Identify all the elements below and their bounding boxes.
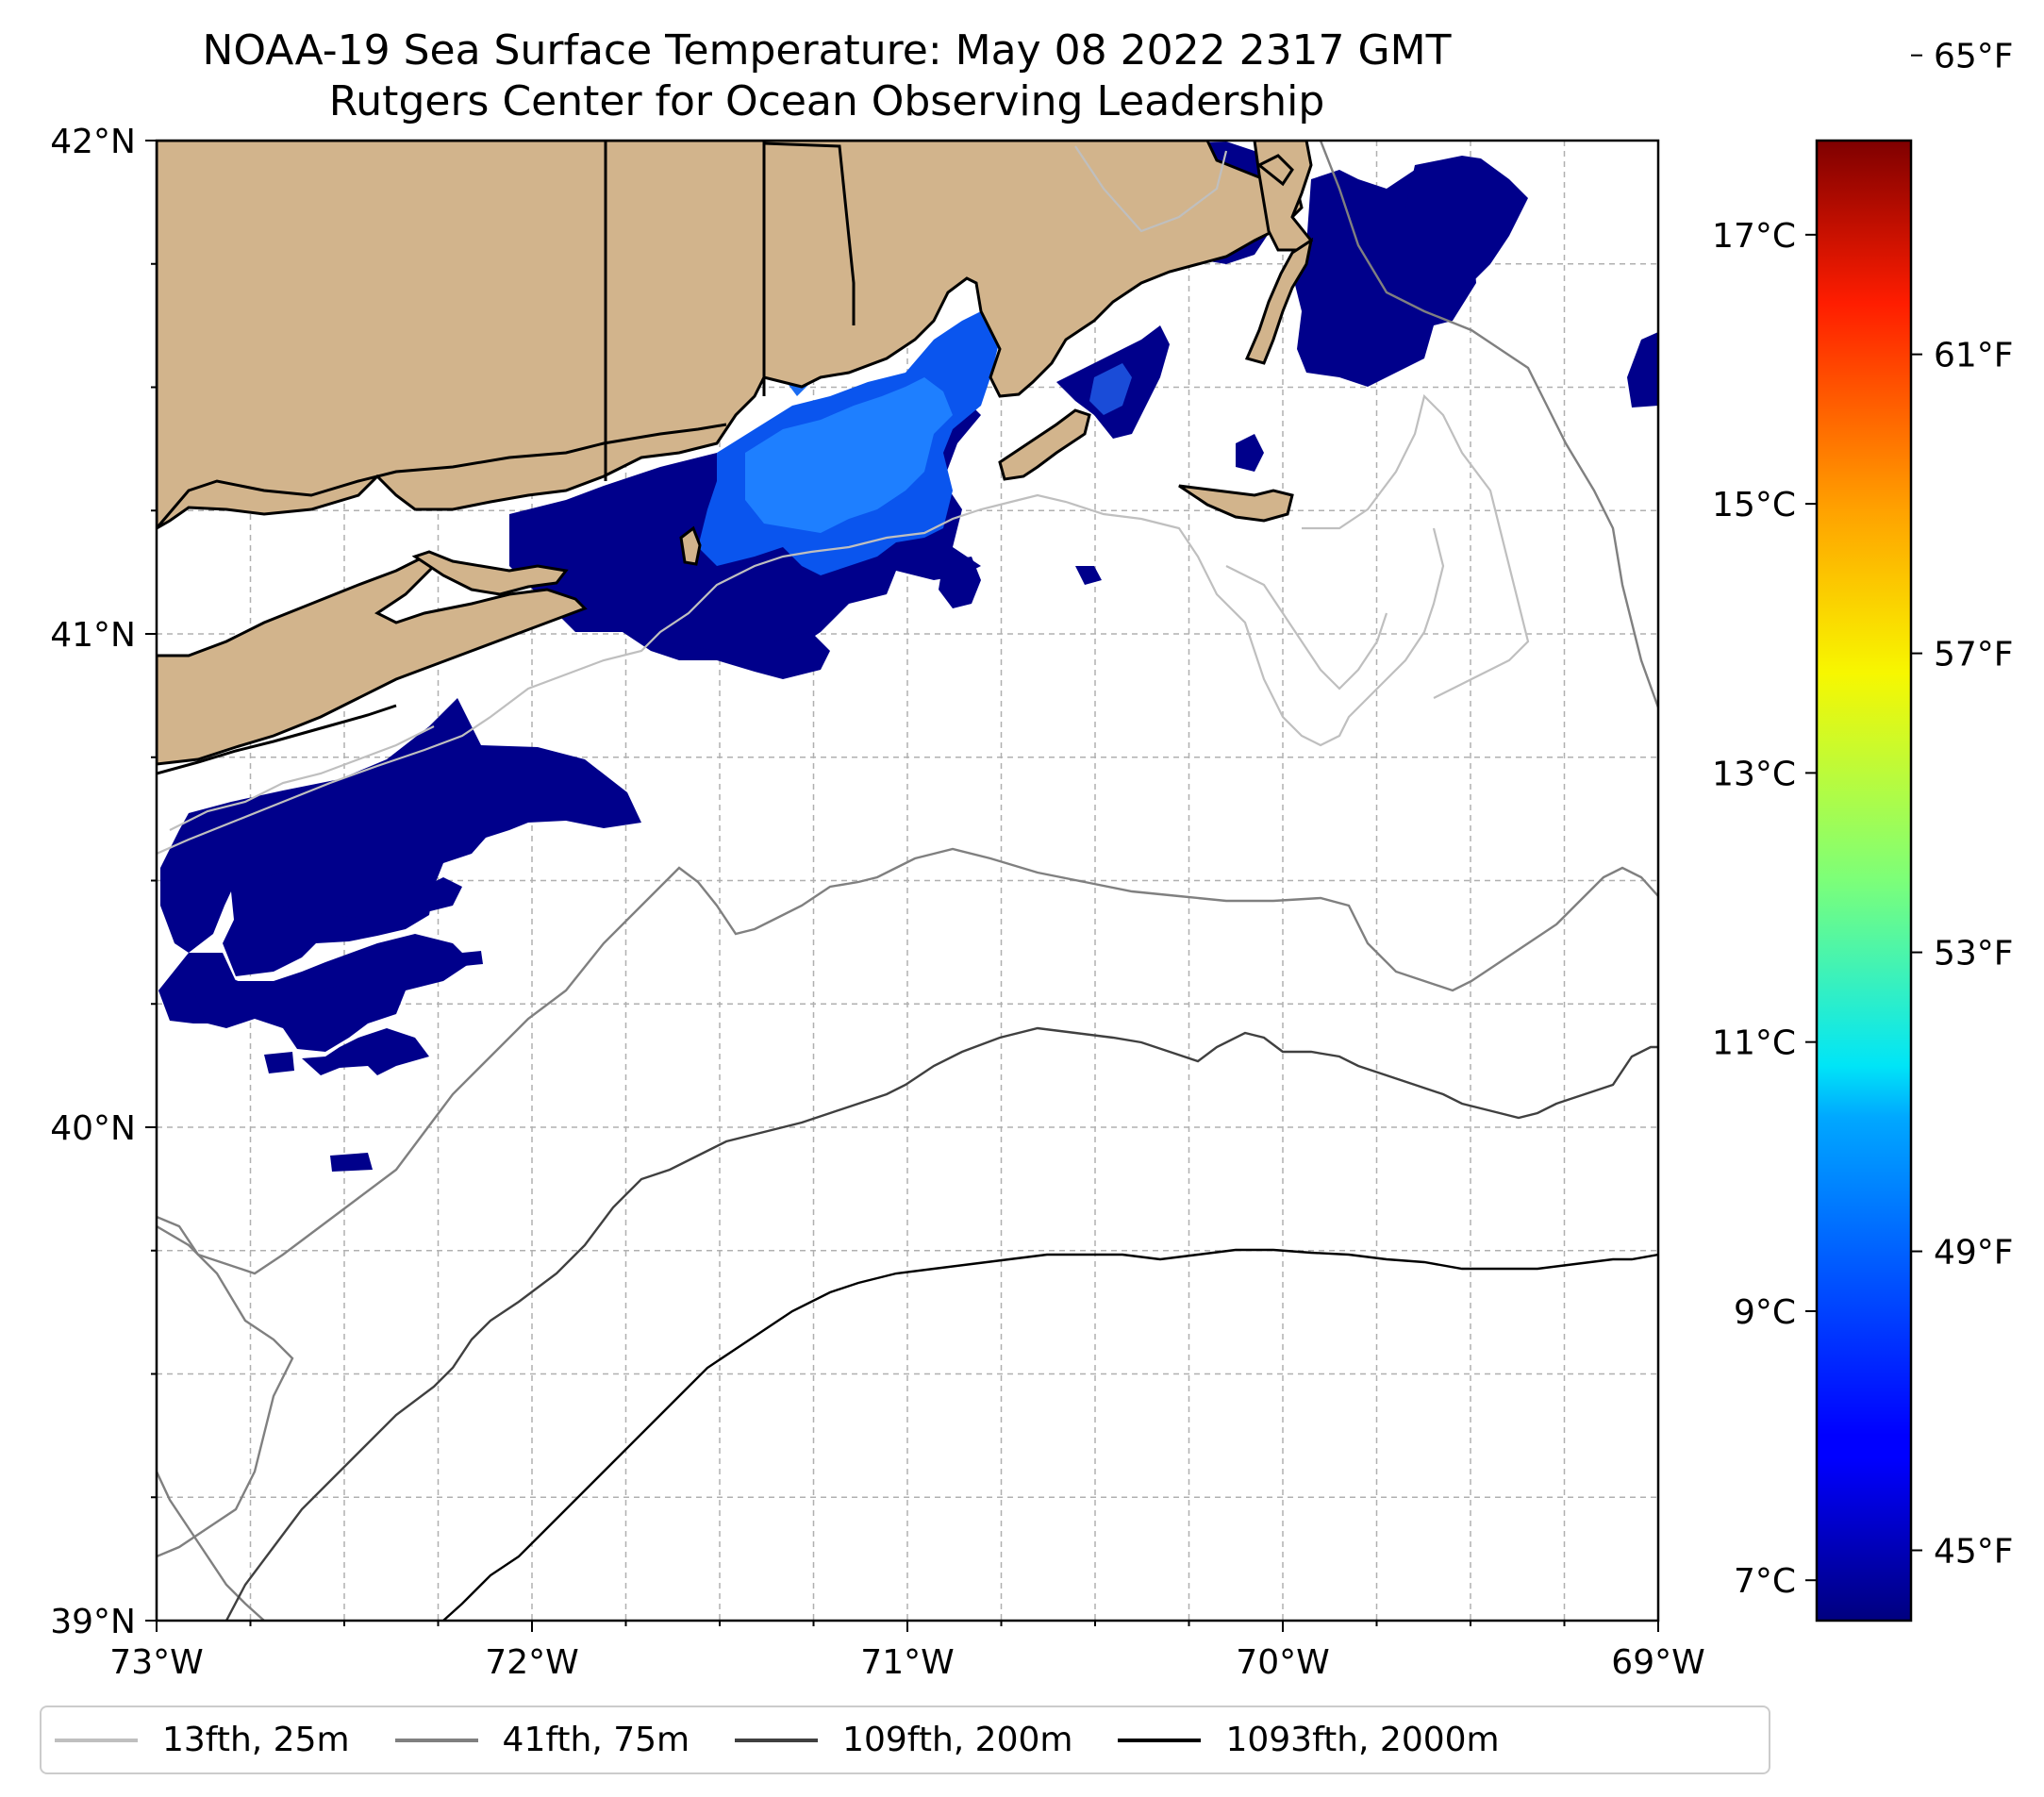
- colorbar-celsius-label: 15°C: [1712, 486, 1796, 524]
- land-block-island: [679, 525, 702, 566]
- sst-patch-ny-bight-blob2: [264, 868, 462, 920]
- land-long-island: [157, 555, 588, 766]
- y-tick-label: 41°N: [50, 616, 136, 655]
- map-axes: 73°W 72°W 71°W 70°W 69°W 39°N 40°N 41°N 42°N: [50, 123, 1704, 1682]
- sst-patch-block-island-sound: [623, 632, 830, 679]
- colorbar-fahrenheit-label: 57°F: [1934, 636, 2014, 674]
- legend-item: 109fth, 200m: [735, 1721, 1072, 1759]
- land-martha-vineyard: [998, 408, 1091, 481]
- contour-75m: [157, 847, 1658, 1275]
- contour-25m-cape: [1074, 145, 1228, 233]
- land-nantucket: [1178, 484, 1294, 523]
- sst-patch-martha-vineyard-sound: [1236, 434, 1264, 472]
- contour-legend: 13fth, 25m 41fth, 75m 109fth, 200m 1093fth,…: [40, 1705, 1770, 1774]
- contour-25m-li-inner: [169, 725, 435, 831]
- colorbar-fahrenheit-label: 49°F: [1934, 1234, 2014, 1273]
- contour-200m: [224, 1026, 1658, 1621]
- map-subtitle: Rutgers Center for Ocean Observing Leade…: [328, 77, 1325, 125]
- colorbar-celsius-label: 7°C: [1734, 1562, 1796, 1601]
- x-tick-label: 71°W: [860, 1643, 954, 1682]
- land-li-north-fork: [411, 550, 569, 596]
- colorbar-fahrenheit-label: 45°F: [1934, 1533, 2014, 1572]
- sst-patch-far-east: [1627, 332, 1658, 408]
- land-li-south-shore: [157, 704, 397, 775]
- map-title: NOAA-19 Sea Surface Temperature: May 08 …: [202, 26, 1452, 75]
- colorbar-fahrenheit-label: 61°F: [1934, 337, 2014, 375]
- legend-line-swatch: [394, 1738, 478, 1742]
- colorbar-ticks: 7°C 9°C 11°C 13°C 15°C 17°C 45°F 49°F 53°F 57°F 61…: [1712, 38, 2013, 1602]
- colorbar-fahrenheit-label: 65°F: [1934, 38, 2014, 76]
- sst-patch-gulf-maine: [1405, 156, 1528, 292]
- sst-patch-south-ri: [939, 557, 981, 608]
- sst-patch-buzzards-warm: [1089, 363, 1132, 415]
- state-border-ri-ma: [763, 141, 856, 325]
- contour-25m-li: [157, 493, 1445, 856]
- sst-patch-narragansett-core: [745, 377, 953, 533]
- contour-25m-nantucket-shoals: [1225, 565, 1388, 691]
- sst-patch-ny-shelf-small2: [264, 1052, 294, 1073]
- contour-2000m: [442, 1248, 1658, 1621]
- sst-data-layer: [158, 141, 1658, 1172]
- sst-patch-ny-shelf-small4: [462, 951, 483, 966]
- legend-item: 13fth, 25m: [55, 1721, 350, 1759]
- x-tick-label: 70°W: [1236, 1643, 1329, 1682]
- legend-label: 1093fth, 2000m: [1225, 1721, 1500, 1759]
- x-tick-label: 69°W: [1611, 1643, 1704, 1682]
- land-cape-cod-south: [1244, 237, 1314, 365]
- legend-line-swatch: [735, 1738, 819, 1742]
- colorbar-celsius-label: 11°C: [1712, 1024, 1796, 1063]
- sst-patch-ny-shelf-small3: [330, 1153, 373, 1172]
- bathymetry-contours: [157, 141, 1658, 1621]
- legend-line-swatch: [1118, 1738, 1202, 1742]
- colorbar-fahrenheit-label: 53°F: [1934, 935, 2014, 973]
- sst-patch-offshore-li: [302, 1028, 429, 1075]
- contour-25m-shoals: [1302, 393, 1530, 699]
- contour-75m-north: [1319, 141, 1658, 708]
- colorbar: [1815, 139, 1913, 1622]
- contour-75m-shelf-west: [157, 1471, 265, 1621]
- y-tick-label: 40°N: [50, 1109, 136, 1148]
- x-tick-label: 72°W: [485, 1643, 578, 1682]
- y-tick-label: 42°N: [50, 123, 136, 161]
- legend-line-swatch: [55, 1738, 138, 1742]
- land-layer: [157, 141, 1314, 775]
- legend-item: 41fth, 75m: [394, 1721, 690, 1759]
- map-area: [157, 141, 1658, 1621]
- y-tick-label: 39°N: [50, 1603, 136, 1641]
- colorbar-celsius-label: 9°C: [1734, 1293, 1796, 1332]
- land-cape-hook: [1256, 154, 1294, 187]
- legend-label: 41fth, 75m: [502, 1721, 690, 1759]
- x-tick-label: 73°W: [109, 1643, 203, 1682]
- colorbar-celsius-label: 13°C: [1712, 755, 1796, 793]
- legend-label: 13fth, 25m: [162, 1721, 350, 1759]
- sst-patch-long-island: [160, 698, 641, 976]
- sst-patch-ny-shelf-small1: [311, 986, 358, 1028]
- legend-item: 1093fth, 2000m: [1118, 1721, 1500, 1759]
- sst-patch-vineyard: [1075, 566, 1102, 585]
- land-new-england: [157, 141, 1304, 530]
- land-conn-coast: [157, 423, 727, 529]
- colorbar-celsius-label: 17°C: [1712, 217, 1796, 256]
- sst-patch-ny-bight-blob1: [189, 976, 255, 1028]
- contour-75m-nj: [157, 1224, 294, 1558]
- legend-label: 109fth, 200m: [842, 1721, 1073, 1759]
